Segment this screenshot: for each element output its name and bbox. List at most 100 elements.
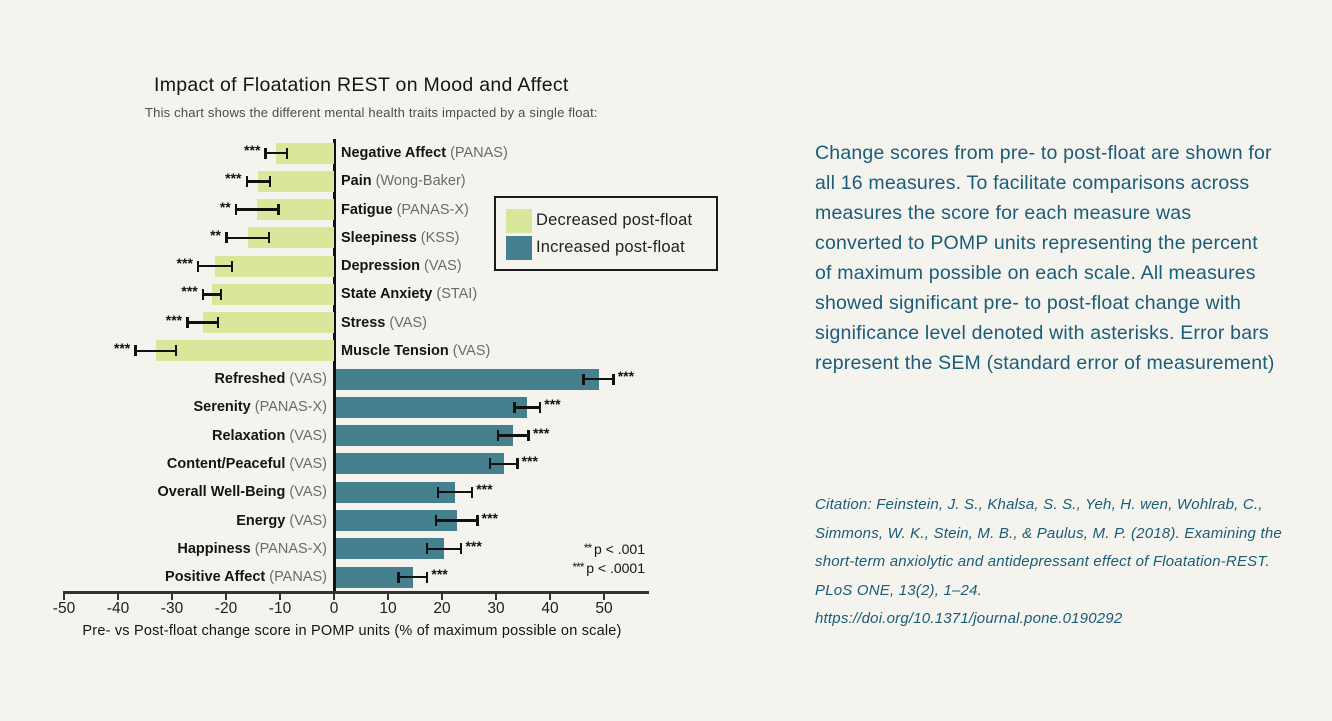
error-bar-cap-right — [230, 260, 234, 272]
error-bar — [489, 462, 518, 466]
error-bar-cap-left — [488, 458, 492, 470]
measure-name: Serenity — [193, 399, 251, 416]
x-tick-label: 40 — [541, 600, 559, 617]
measure-label: Depression (VAS) — [341, 256, 462, 276]
measure-name: State Anxiety — [341, 286, 433, 303]
x-tick-label: -20 — [214, 600, 238, 617]
significance-asterisks: *** — [481, 509, 498, 526]
measure-label: Sleepiness (KSS) — [341, 228, 459, 248]
error-bar — [135, 349, 177, 353]
measure-label: Happiness (PANAS-X) — [0, 539, 327, 559]
error-bar — [187, 321, 219, 324]
measure-bar — [258, 170, 334, 192]
error-bar — [514, 406, 541, 409]
measure-scale: (VAS) — [389, 314, 427, 331]
measure-bar — [336, 396, 528, 418]
x-tick — [603, 593, 605, 600]
measure-name: Depression — [341, 258, 420, 275]
measure-bar — [336, 510, 457, 531]
x-tick-label: 0 — [329, 600, 339, 617]
measure-label: Positive Affect (PANAS) — [0, 567, 327, 587]
decreased-color-swatch — [506, 208, 532, 233]
measure-label: Serenity (PANAS-X) — [0, 397, 327, 417]
figure-description: Change scores from pre- to post-float ar… — [815, 142, 1275, 374]
error-bar-cap-right — [425, 571, 429, 583]
measure-name: Muscle Tension — [341, 342, 449, 359]
increased-color-swatch — [506, 235, 532, 260]
triple-asterisk: *** — [572, 560, 584, 574]
error-bar-cap-left — [134, 345, 137, 357]
significance-asterisks: *** — [476, 481, 493, 498]
significance-note: ** p < .001 *** p < .0001 — [400, 539, 645, 577]
x-tick-label: -10 — [268, 600, 292, 617]
error-bar — [583, 377, 614, 381]
significance-note-line2: *** p < .0001 — [572, 560, 645, 576]
error-bar-cap-left — [201, 288, 205, 300]
measure-scale: (VAS) — [289, 512, 327, 529]
error-bar — [226, 236, 270, 240]
measure-name: Pain — [341, 173, 372, 190]
error-bar — [197, 264, 233, 268]
significance-asterisks: *** — [165, 311, 183, 328]
error-bar-cap-left — [264, 147, 267, 159]
measure-scale: (VAS) — [289, 371, 327, 388]
error-bar-cap-left — [234, 204, 238, 216]
error-bar — [426, 547, 462, 551]
measure-label: State Anxiety (STAI) — [341, 284, 477, 304]
significance-asterisks: ** — [210, 226, 221, 243]
measure-label: Overall Well-Being (VAS) — [0, 482, 328, 502]
citation-text: Citation: Feinstein, J. S., Khalsa, S. S… — [815, 496, 1282, 627]
error-bar — [202, 293, 222, 296]
measure-scale: (STAI) — [436, 286, 478, 303]
significance-asterisks: *** — [181, 283, 198, 300]
measure-scale: (VAS) — [452, 342, 491, 359]
x-tick — [549, 593, 551, 600]
measure-name: Happiness — [177, 540, 251, 557]
chart-subtitle: This chart shows the different mental he… — [145, 105, 598, 120]
measure-scale: (PANAS) — [450, 145, 508, 161]
error-bar — [437, 490, 473, 494]
measure-bar — [336, 368, 599, 390]
legend-item-increased: Increased post-float — [506, 234, 706, 261]
significance-asterisks: *** — [431, 566, 448, 583]
significance-asterisks: *** — [532, 424, 550, 441]
error-bar-cap-left — [496, 430, 500, 442]
chart-legend: Decreased post-float Increased post-floa… — [494, 196, 718, 271]
measure-name: Content/Peaceful — [166, 455, 286, 472]
measure-bar — [336, 425, 514, 447]
measure-label: Relaxation (VAS) — [0, 426, 327, 446]
x-axis-line — [63, 591, 649, 594]
measure-label: Energy (VAS) — [0, 511, 327, 531]
measure-name: Relaxation — [212, 427, 286, 444]
chart-title: Impact of Floatation REST on Mood and Af… — [154, 74, 569, 96]
x-tick — [387, 593, 389, 600]
x-tick-label: 10 — [379, 600, 397, 617]
measure-label: Fatigue (PANAS-X) — [341, 200, 469, 220]
x-tick-label: 20 — [433, 600, 451, 617]
significance-asterisks: *** — [176, 255, 193, 272]
error-bar-cap-left — [513, 401, 516, 413]
significance-asterisks: *** — [113, 339, 131, 356]
x-tick-label: -40 — [106, 600, 130, 617]
error-bar — [265, 151, 287, 155]
significance-note-line1: ** p < .001 — [583, 541, 645, 557]
measure-label: Refreshed (VAS) — [0, 369, 327, 389]
error-bar-cap-left — [225, 232, 228, 244]
x-tick — [495, 593, 497, 600]
measure-bar — [336, 566, 413, 588]
measure-scale: (PANAS-X) — [396, 201, 469, 218]
error-bar-cap-right — [470, 486, 474, 498]
significance-asterisks: ** — [219, 198, 231, 215]
error-bar-cap-right — [267, 232, 271, 244]
x-tick — [117, 593, 119, 600]
legend-label-decreased: Decreased post-float — [536, 211, 693, 229]
significance-asterisks: *** — [617, 368, 635, 385]
measure-bar — [276, 142, 334, 164]
measure-scale: (VAS) — [289, 455, 327, 472]
error-bar-cap-right — [268, 175, 272, 187]
measure-bar — [336, 538, 445, 560]
x-tick-label: 30 — [487, 600, 505, 617]
measure-bar — [336, 481, 455, 503]
error-bar-cap-right — [219, 288, 223, 300]
significance-asterisks: *** — [544, 396, 561, 413]
